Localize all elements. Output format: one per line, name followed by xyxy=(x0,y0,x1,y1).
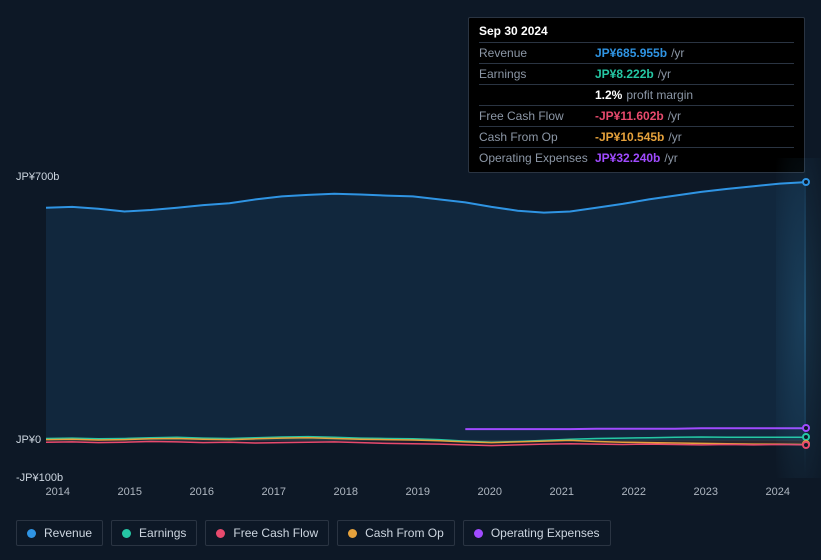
tooltip-extra: profit margin xyxy=(626,88,693,102)
tooltip-label: Cash From Op xyxy=(479,130,595,144)
tooltip-rows: RevenueJP¥685.955b/yrEarningsJP¥8.222b/y… xyxy=(479,42,794,168)
tooltip-date: Sep 30 2024 xyxy=(479,24,794,42)
y-tick-label: JP¥0 xyxy=(16,434,41,446)
opex-line xyxy=(465,428,806,429)
x-tick-label: 2022 xyxy=(622,486,623,498)
legend-item-operating-expenses[interactable]: Operating Expenses xyxy=(463,520,611,546)
legend-dot-icon xyxy=(122,529,131,538)
tooltip-row: EarningsJP¥8.222b/yr xyxy=(479,63,794,84)
tooltip-unit: /yr xyxy=(668,109,681,123)
x-tick-label: 2020 xyxy=(478,486,479,498)
tooltip-unit: /yr xyxy=(658,67,671,81)
hover-tooltip: Sep 30 2024 RevenueJP¥685.955b/yrEarning… xyxy=(468,17,805,173)
tooltip-row: 1.2% profit margin xyxy=(479,84,794,105)
x-tick-label: 2016 xyxy=(190,486,191,498)
opex-marker xyxy=(802,424,810,432)
tooltip-row: Free Cash Flow-JP¥11.602b/yr xyxy=(479,105,794,126)
legend-label: Cash From Op xyxy=(365,526,444,540)
tooltip-value: -JP¥10.545b xyxy=(595,130,664,144)
tooltip-value: 1.2% xyxy=(595,88,622,102)
revenue-marker xyxy=(802,178,810,186)
chart-area[interactable]: JP¥700bJP¥0-JP¥100b xyxy=(16,158,806,478)
legend-item-earnings[interactable]: Earnings xyxy=(111,520,197,546)
tooltip-label: Revenue xyxy=(479,46,595,60)
tooltip-unit: /yr xyxy=(668,130,681,144)
legend-label: Revenue xyxy=(44,526,92,540)
tooltip-value: JP¥685.955b xyxy=(595,46,667,60)
legend: Revenue Earnings Free Cash Flow Cash From O… xyxy=(16,520,611,546)
legend-dot-icon xyxy=(348,529,357,538)
tooltip-unit: /yr xyxy=(671,46,684,60)
tooltip-row: RevenueJP¥685.955b/yr xyxy=(479,42,794,63)
legend-item-free-cash-flow[interactable]: Free Cash Flow xyxy=(205,520,329,546)
legend-dot-icon xyxy=(216,529,225,538)
x-tick-label: 2023 xyxy=(694,486,695,498)
x-tick-label: 2014 xyxy=(46,486,47,498)
chart-svg xyxy=(46,158,806,478)
x-tick-label: 2024 xyxy=(766,486,767,498)
plot-area[interactable] xyxy=(46,158,806,478)
revenue-area xyxy=(46,182,806,440)
tooltip-row: Cash From Op-JP¥10.545b/yr xyxy=(479,126,794,147)
legend-label: Operating Expenses xyxy=(491,526,600,540)
tooltip-label: Free Cash Flow xyxy=(479,109,595,123)
tooltip-value: JP¥8.222b xyxy=(595,67,654,81)
x-tick-label: 2018 xyxy=(334,486,335,498)
x-tick-label: 2021 xyxy=(550,486,551,498)
x-tick-label: 2017 xyxy=(262,486,263,498)
fcf-marker xyxy=(802,441,810,449)
x-tick-label: 2015 xyxy=(118,486,119,498)
legend-dot-icon xyxy=(474,529,483,538)
tooltip-label: Earnings xyxy=(479,67,595,81)
legend-item-cash-from-op[interactable]: Cash From Op xyxy=(337,520,455,546)
x-tick-label: 2019 xyxy=(406,486,407,498)
tooltip-value: -JP¥11.602b xyxy=(595,109,664,123)
legend-label: Earnings xyxy=(139,526,186,540)
legend-dot-icon xyxy=(27,529,36,538)
legend-item-revenue[interactable]: Revenue xyxy=(16,520,103,546)
legend-label: Free Cash Flow xyxy=(233,526,318,540)
